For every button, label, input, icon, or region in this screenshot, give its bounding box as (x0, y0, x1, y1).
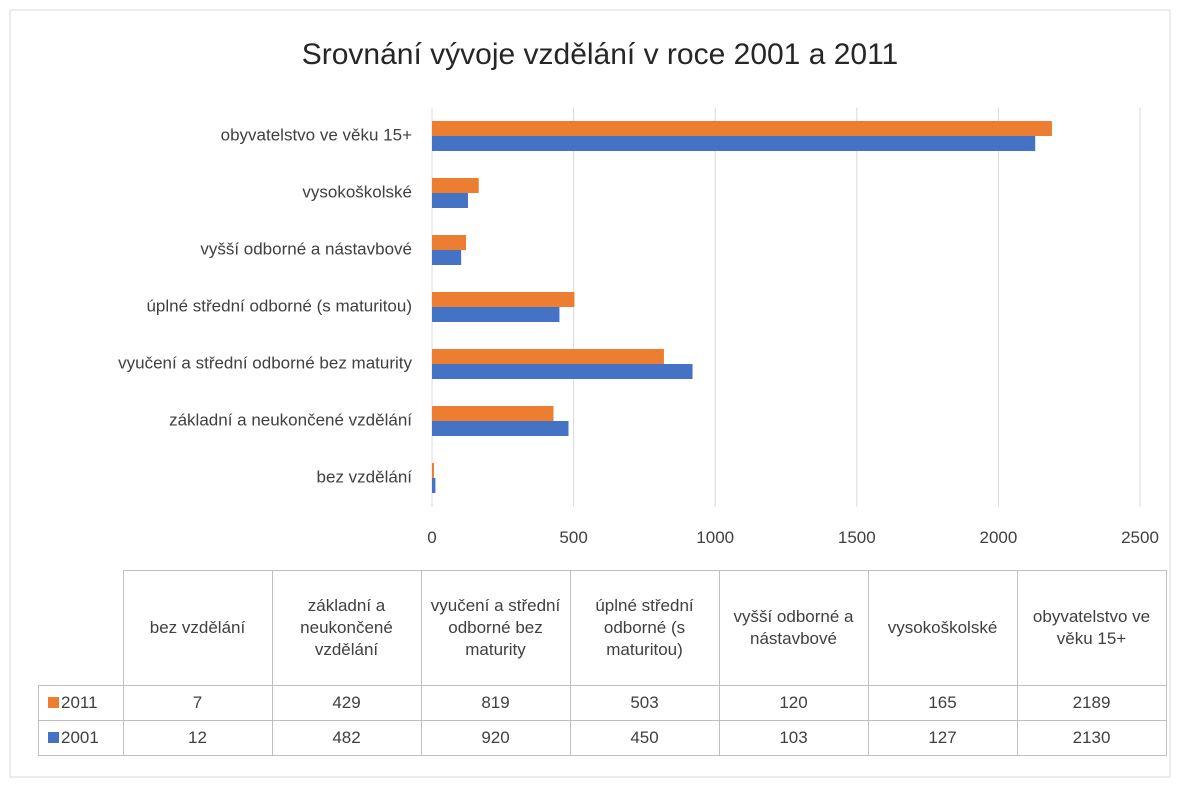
bar (432, 250, 462, 265)
table-header-cell: bez vzdělání (122, 570, 273, 686)
data-table: bez vzdělání základní a neukončené vzdělá… (38, 570, 1167, 756)
chart-frame (9, 9, 1171, 778)
x-tick-label: 2500 (1121, 528, 1159, 547)
x-tick-label: 2000 (979, 528, 1017, 547)
legend-cell: 2001 (38, 719, 124, 756)
table-value: 103 (718, 719, 869, 756)
x-tick-label: 1000 (696, 528, 734, 547)
bar (432, 193, 468, 208)
table-value: 450 (569, 719, 720, 756)
bar (432, 364, 693, 379)
table-value: 920 (420, 719, 571, 756)
y-tick-label: základní a neukončené vzdělání (169, 410, 412, 429)
table-row: 2001 12 482 920 450 103 127 2130 (38, 719, 1167, 756)
table-value: 2189 (1016, 684, 1167, 721)
table-value: 2130 (1016, 719, 1167, 756)
x-tick-label: 0 (427, 528, 436, 547)
bar (432, 406, 554, 421)
bar (432, 349, 664, 364)
table-header-cell: obyvatelstvo ve věku 15+ (1016, 570, 1167, 686)
table-header-row: bez vzdělání základní a neukončené vzdělá… (38, 570, 1167, 686)
table-value: 7 (122, 684, 273, 721)
table-value: 429 (271, 684, 422, 721)
table-row: 2011 7 429 819 503 120 165 2189 (38, 684, 1167, 721)
table-value: 127 (867, 719, 1018, 756)
table-value: 120 (718, 684, 869, 721)
legend-swatch (48, 696, 59, 708)
y-tick-label: vyšší odborné a nástavbové (200, 239, 412, 258)
table-value: 482 (271, 719, 422, 756)
x-tick-label: 500 (559, 528, 587, 547)
bar (432, 478, 436, 493)
table-header-cell: vysokoškolské (867, 570, 1018, 686)
table-value: 165 (867, 684, 1018, 721)
bar (432, 421, 569, 436)
table-header-cell: základní a neukončené vzdělání (271, 570, 422, 686)
bar (432, 178, 479, 193)
legend-label: 2011 (61, 692, 98, 712)
table-value: 819 (420, 684, 571, 721)
chart-title: Srovnání vývoje vzdělání v roce 2001 a 2… (302, 38, 898, 71)
bar (432, 121, 1052, 136)
legend-swatch (48, 731, 59, 743)
table-header-cell: vyučení a střední odborné bez maturity (420, 570, 571, 686)
table-value: 12 (122, 719, 273, 756)
table-header-cell: úplné střední odborné (s maturitou) (569, 570, 720, 686)
table-value: 503 (569, 684, 720, 721)
y-tick-label: vyučení a střední odborné bez maturity (118, 353, 412, 372)
y-tick-label: vysokoškolské (302, 182, 412, 201)
bar (432, 292, 575, 307)
bar (432, 463, 434, 478)
y-tick-label: úplné střední odborné (s maturitou) (146, 296, 412, 315)
bar (432, 307, 560, 322)
bar (432, 136, 1036, 151)
y-tick-label: obyvatelstvo ve věku 15+ (221, 125, 412, 144)
table-header-cell: vyšší odborné a nástavbové (718, 570, 869, 686)
table-corner (38, 570, 124, 686)
bar (432, 235, 466, 250)
legend-label: 2001 (61, 727, 99, 747)
y-tick-label: bez vzdělání (317, 467, 413, 486)
legend-cell: 2011 (38, 684, 124, 721)
x-tick-label: 1500 (838, 528, 876, 547)
